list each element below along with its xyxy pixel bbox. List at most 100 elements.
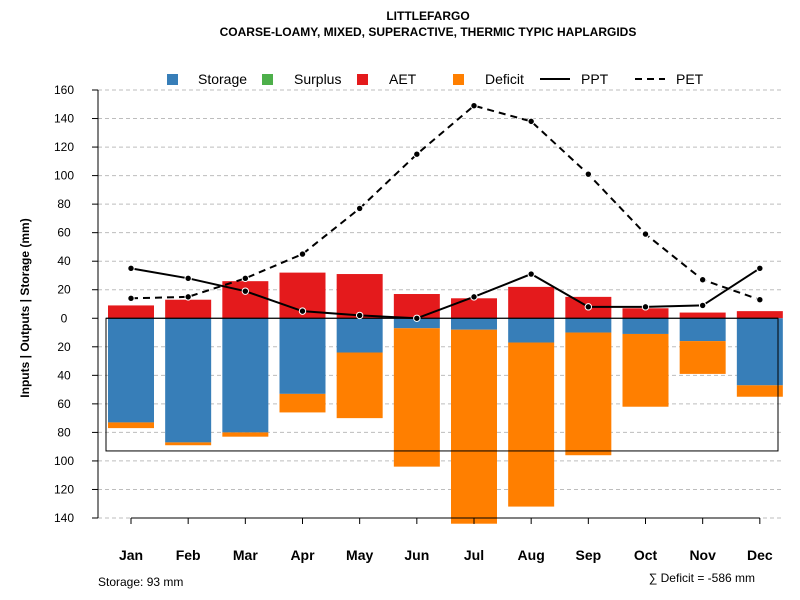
legend-label-ppt: PPT [581, 71, 609, 87]
point-pet-sep [584, 170, 593, 178]
axes: 160 140 120 100 80 60 40 20 0 20 40 60 80 100 120 140 Ja… [54, 83, 773, 563]
x-tick-label-sep: Sep [575, 547, 601, 563]
gridlines [98, 89, 784, 519]
bar-aet-jun [393, 294, 440, 319]
bar-aet-dec [736, 311, 783, 319]
bar-deficit-apr [279, 393, 326, 413]
bar-deficit-may [336, 352, 383, 419]
x-tick-label-dec: Dec [747, 547, 773, 563]
y-tick-label: 80 [57, 425, 71, 439]
y-tick-label: 120 [54, 482, 74, 496]
point-ppt-aug [527, 270, 535, 278]
legend: Storage Surplus AET Deficit PPT PET [167, 71, 704, 87]
bar-deficit-jul [451, 329, 497, 524]
bar-storage-feb [165, 318, 212, 443]
bar-storage-dec [736, 318, 783, 386]
point-pet-aug [527, 117, 535, 126]
y-tick-label: 0 [61, 311, 68, 325]
bars [108, 272, 783, 524]
x-tick-label-aug: Aug [518, 547, 545, 563]
bar-storage-nov [679, 318, 726, 342]
x-tick-label-nov: Nov [689, 547, 716, 563]
point-pet-dec [756, 296, 764, 304]
line-ppt [130, 267, 761, 320]
bar-deficit-dec [736, 385, 783, 397]
bar-storage-oct [622, 318, 669, 334]
y-tick-label: 80 [57, 197, 71, 211]
point-ppt-nov [698, 301, 707, 310]
y-tick-label: 100 [54, 169, 74, 183]
bar-deficit-aug [508, 342, 555, 507]
storage-footnote: Storage: 93 mm [98, 575, 183, 589]
point-ppt-jul [470, 293, 478, 301]
legend-label-deficit: Deficit [485, 71, 524, 87]
series-lines [127, 101, 764, 322]
legend-label-storage: Storage [198, 71, 247, 87]
x-tick-label-jul: Jul [464, 547, 484, 563]
bar-deficit-jun [393, 328, 440, 467]
bar-storage-jan [108, 318, 154, 423]
bar-storage-may [336, 318, 383, 353]
y-tick-label: 140 [54, 511, 74, 525]
x-tick-label-jan: Jan [119, 547, 143, 563]
bar-storage-jun [393, 318, 440, 329]
bar-aet-jan [108, 305, 154, 319]
y-tick-label: 40 [57, 254, 71, 268]
point-ppt-jan [127, 264, 135, 273]
x-tick-label-apr: Apr [290, 547, 315, 563]
bar-aet-may [336, 274, 383, 319]
y-tick-label: 20 [57, 283, 71, 297]
point-pet-nov [698, 276, 707, 284]
y-tick-label: 60 [57, 397, 71, 411]
bar-storage-aug [508, 318, 555, 343]
legend-label-surplus: Surplus [294, 71, 341, 87]
bar-storage-jul [451, 318, 497, 330]
bar-storage-mar [222, 318, 269, 433]
point-ppt-feb [184, 274, 192, 283]
y-tick-label: 140 [54, 112, 74, 126]
point-ppt-dec [756, 264, 764, 273]
legend-label-pet: PET [676, 71, 704, 87]
legend-swatch-storage [167, 74, 178, 85]
y-axis-label: Inputs | Outputs | Storage (mm) [18, 218, 32, 397]
point-ppt-mar [241, 287, 250, 295]
point-pet-apr [298, 250, 307, 258]
point-pet-jan [127, 294, 135, 302]
point-ppt-sep [584, 303, 593, 311]
x-tick-label-mar: Mar [233, 547, 258, 563]
legend-swatch-deficit [453, 74, 464, 85]
bar-deficit-jan [108, 422, 154, 429]
point-pet-feb [184, 293, 192, 301]
line-pet [130, 104, 761, 301]
point-ppt-jun [413, 314, 421, 322]
legend-label-aet: AET [389, 71, 417, 87]
bar-aet-jul [451, 298, 497, 319]
bar-deficit-nov [679, 341, 726, 374]
point-ppt-may [355, 311, 364, 320]
bar-deficit-feb [165, 442, 212, 446]
bar-deficit-oct [622, 333, 669, 407]
point-pet-mar [241, 274, 250, 283]
storage-reference [105, 317, 779, 452]
y-tick-label: 120 [54, 140, 74, 154]
deficit-footnote: ∑ Deficit = -586 mm [649, 571, 755, 585]
bar-aet-feb [165, 299, 212, 319]
y-tick-label: 160 [54, 83, 74, 97]
point-pet-jul [470, 101, 478, 110]
legend-swatch-aet [357, 74, 368, 85]
bar-storage-apr [279, 318, 326, 394]
y-tick-label: 60 [57, 226, 71, 240]
bar-deficit-mar [222, 432, 269, 437]
y-tick-label: 100 [54, 454, 74, 468]
x-tick-label-feb: Feb [176, 547, 201, 563]
bar-aet-nov [679, 312, 726, 319]
x-tick-label-oct: Oct [634, 547, 658, 563]
point-ppt-apr [298, 307, 307, 315]
point-pet-jun [413, 150, 421, 158]
legend-swatch-surplus [262, 74, 273, 85]
bar-storage-sep [565, 318, 612, 333]
point-pet-oct [641, 230, 650, 238]
bar-deficit-sep [565, 332, 612, 456]
chart-subtitle: COARSE-LOAMY, MIXED, SUPERACTIVE, THERMI… [220, 25, 637, 39]
